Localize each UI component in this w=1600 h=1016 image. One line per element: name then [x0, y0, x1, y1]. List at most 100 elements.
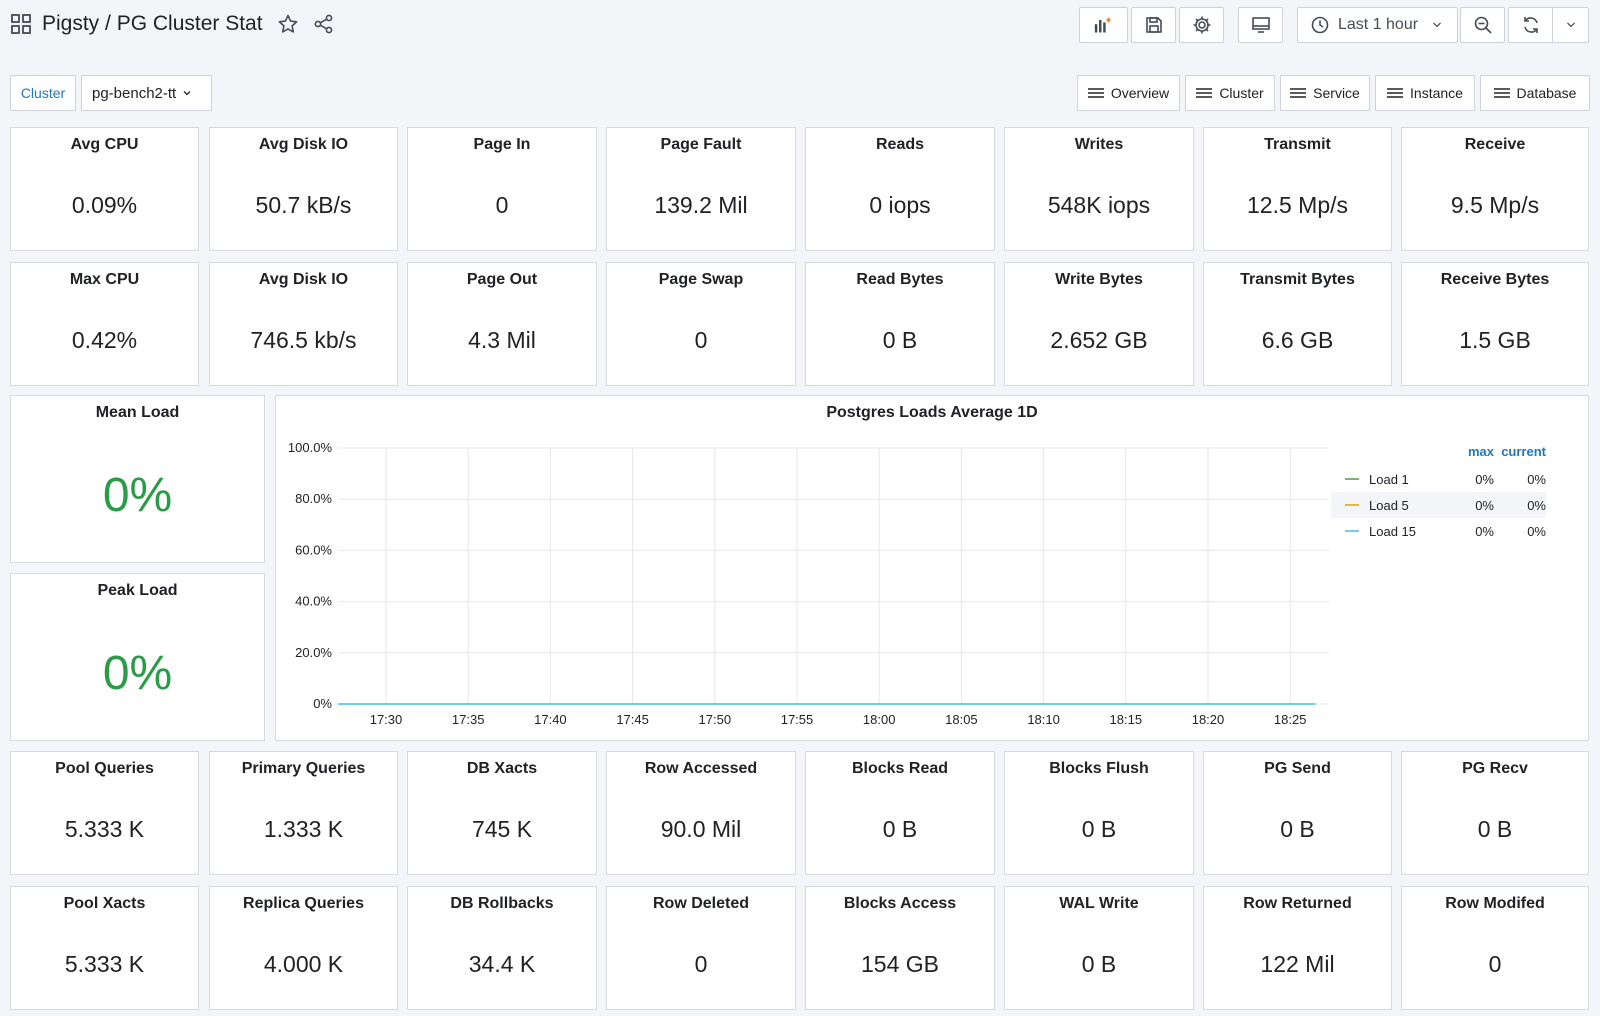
- x-tick-label: 17:35: [452, 712, 485, 727]
- save-dashboard-button[interactable]: [1131, 7, 1176, 43]
- legend-header-current[interactable]: current: [1501, 444, 1546, 459]
- panel-title: Write Bytes: [1055, 271, 1143, 288]
- share-icon[interactable]: [313, 13, 335, 35]
- panel-value: 0 B: [1477, 816, 1513, 842]
- peak-load-panel[interactable]: Peak Load 0%: [10, 573, 265, 741]
- dashboard-title[interactable]: Pigsty / PG Cluster Stat: [42, 12, 263, 35]
- legend-series-name[interactable]: Load 5: [1369, 497, 1409, 513]
- stat-panel-blocks-flush[interactable]: Blocks Flush 0 B: [1004, 751, 1194, 875]
- panel-title: Pool Xacts: [63, 895, 146, 912]
- stat-panel-page-fault[interactable]: Page Fault 139.2 Mil: [606, 127, 796, 251]
- legend-header: max current: [1331, 444, 1546, 466]
- refresh-interval-dropdown[interactable]: [1553, 7, 1589, 43]
- stat-panel-db-rollbacks[interactable]: DB Rollbacks 34.4 K: [407, 886, 597, 1010]
- gear-icon: [1193, 16, 1210, 34]
- legend-current-value: 0%: [1527, 523, 1546, 539]
- menu-icon: [1493, 88, 1510, 98]
- cluster-variable-value: pg-bench2-tt: [92, 84, 177, 102]
- x-tick-label: 17:30: [370, 712, 403, 727]
- stat-panel-page-in[interactable]: Page In 0: [407, 127, 597, 251]
- clock-icon: [1311, 16, 1329, 34]
- link-service[interactable]: Service: [1280, 75, 1370, 111]
- panel-title: Read Bytes: [856, 271, 944, 288]
- panel-value: 50.7 kB/s: [255, 192, 352, 218]
- panel-value: 0: [495, 192, 509, 218]
- panel-value: 0.09%: [71, 192, 138, 218]
- panel-title: Receive Bytes: [1440, 271, 1550, 288]
- time-range-picker[interactable]: Last 1 hour: [1297, 7, 1458, 43]
- legend-series-name[interactable]: Load 15: [1369, 523, 1416, 539]
- panel-title: Mean Load: [95, 404, 180, 421]
- panel-value: 5.333 K: [64, 816, 145, 842]
- add-panel-button[interactable]: [1079, 7, 1128, 43]
- loads-graph-panel[interactable]: Postgres Loads Average 1D 100.0% 80.0% 60.…: [275, 395, 1589, 741]
- mean-load-panel[interactable]: Mean Load 0%: [10, 395, 265, 563]
- panel-value: 90.0 Mil: [660, 816, 742, 842]
- stat-panel-row-accessed[interactable]: Row Accessed 90.0 Mil: [606, 751, 796, 875]
- legend-max-value: 0%: [1475, 497, 1494, 513]
- cycle-view-mode-button[interactable]: [1238, 7, 1283, 43]
- zoom-out-button[interactable]: [1460, 7, 1505, 43]
- x-tick-label: 17:40: [534, 712, 567, 727]
- stat-panel-db-xacts[interactable]: DB Xacts 745 K: [407, 751, 597, 875]
- apps-icon[interactable]: [10, 13, 32, 35]
- panel-value: 1.333 K: [263, 816, 344, 842]
- stat-panel-read-bytes[interactable]: Read Bytes 0 B: [805, 262, 995, 386]
- stat-panel-reads[interactable]: Reads 0 iops: [805, 127, 995, 251]
- panel-title: Row Modifed: [1445, 895, 1545, 912]
- legend-item[interactable]: Load 5 0% 0%: [1331, 492, 1546, 518]
- panel-title: Receive: [1464, 136, 1526, 153]
- stat-panel-transmit[interactable]: Transmit 12.5 Mp/s: [1203, 127, 1392, 251]
- legend-header-max[interactable]: max: [1467, 444, 1494, 459]
- refresh-button[interactable]: [1508, 7, 1553, 43]
- link-overview[interactable]: Overview: [1077, 75, 1180, 111]
- stat-panel-write-bytes[interactable]: Write Bytes 2.652 GB: [1004, 262, 1194, 386]
- stat-panel-max-cpu[interactable]: Max CPU 0.42%: [10, 262, 199, 386]
- stat-panel-receive-bytes[interactable]: Receive Bytes 1.5 GB: [1401, 262, 1589, 386]
- panel-title: Page In: [473, 136, 531, 153]
- x-tick-label: 17:45: [616, 712, 649, 727]
- stat-panel-pg-recv[interactable]: PG Recv 0 B: [1401, 751, 1589, 875]
- stat-panel-avg-disk-io[interactable]: Avg Disk IO 746.5 kb/s: [209, 262, 398, 386]
- stat-panel-avg-disk-io[interactable]: Avg Disk IO 50.7 kB/s: [209, 127, 398, 251]
- settings-button[interactable]: [1179, 7, 1224, 43]
- stat-panel-row-deleted[interactable]: Row Deleted 0: [606, 886, 796, 1010]
- panel-title: Avg CPU: [70, 136, 139, 153]
- x-tick-label: 18:10: [1027, 712, 1060, 727]
- stat-panel-pool-xacts[interactable]: Pool Xacts 5.333 K: [10, 886, 199, 1010]
- stat-panel-writes[interactable]: Writes 548K iops: [1004, 127, 1194, 251]
- stat-panel-blocks-access[interactable]: Blocks Access 154 GB: [805, 886, 995, 1010]
- legend-series-name[interactable]: Load 1: [1369, 471, 1409, 487]
- panel-value: 122 Mil: [1260, 951, 1335, 977]
- link-instance[interactable]: Instance: [1375, 75, 1475, 111]
- link-cluster[interactable]: Cluster: [1185, 75, 1275, 111]
- stat-panel-row-modifed[interactable]: Row Modifed 0: [1401, 886, 1589, 1010]
- stat-panel-wal-write[interactable]: WAL Write 0 B: [1004, 886, 1194, 1010]
- legend-item[interactable]: Load 15 0% 0%: [1331, 518, 1546, 544]
- stat-panel-blocks-read[interactable]: Blocks Read 0 B: [805, 751, 995, 875]
- panel-title: Transmit Bytes: [1240, 271, 1355, 288]
- panel-title: Row Deleted: [652, 895, 749, 912]
- stat-panel-row-returned[interactable]: Row Returned 122 Mil: [1203, 886, 1392, 1010]
- stat-panel-page-swap[interactable]: Page Swap 0: [606, 262, 796, 386]
- panel-title: Page Out: [466, 271, 538, 288]
- link-database[interactable]: Database: [1480, 75, 1590, 111]
- tv-icon: [1251, 17, 1270, 33]
- panel-title: Page Fault: [660, 136, 742, 153]
- stat-panel-replica-queries[interactable]: Replica Queries 4.000 K: [209, 886, 398, 1010]
- stat-panel-receive[interactable]: Receive 9.5 Mp/s: [1401, 127, 1589, 251]
- stat-panel-pool-queries[interactable]: Pool Queries 5.333 K: [10, 751, 199, 875]
- panel-value: 0 B: [1081, 816, 1117, 842]
- y-tick-label: 80.0%: [295, 491, 332, 506]
- panel-value: 0 B: [1280, 816, 1315, 842]
- stat-panel-pg-send[interactable]: PG Send 0 B: [1203, 751, 1392, 875]
- legend-item[interactable]: Load 1 0% 0%: [1331, 466, 1546, 492]
- stat-panel-primary-queries[interactable]: Primary Queries 1.333 K: [209, 751, 398, 875]
- stat-panel-page-out[interactable]: Page Out 4.3 Mil: [407, 262, 597, 386]
- star-icon[interactable]: [277, 13, 299, 35]
- stat-panel-avg-cpu[interactable]: Avg CPU 0.09%: [10, 127, 199, 251]
- panel-title: Page Swap: [658, 271, 744, 288]
- stat-panel-transmit-bytes[interactable]: Transmit Bytes 6.6 GB: [1203, 262, 1392, 386]
- panel-value: 0%: [102, 469, 173, 522]
- cluster-variable-select[interactable]: pg-bench2-tt: [81, 75, 212, 111]
